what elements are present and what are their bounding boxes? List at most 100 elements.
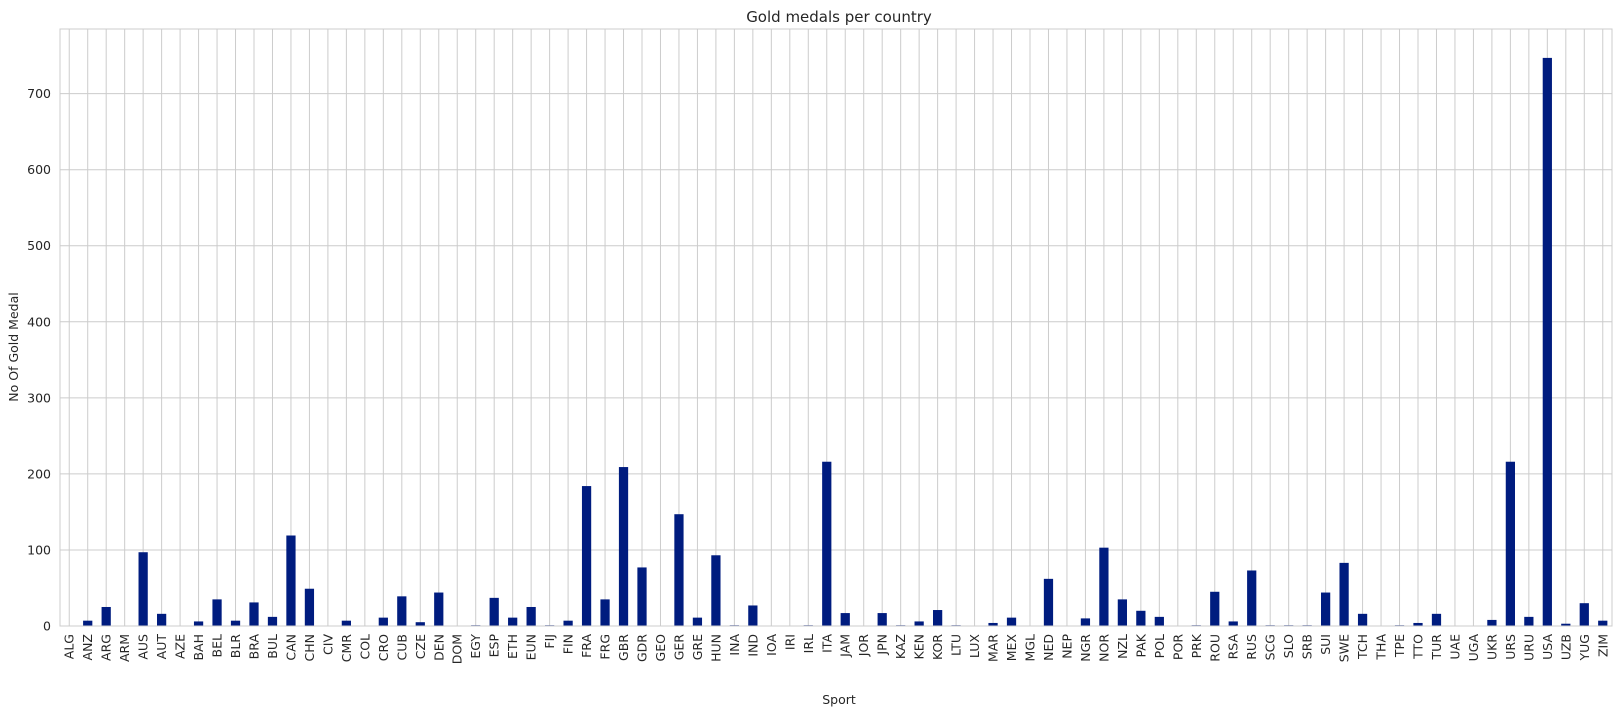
x-tick-label: ROU xyxy=(1207,634,1222,662)
x-tick-label: BAH xyxy=(191,634,206,661)
x-tick-label: MAR xyxy=(986,634,1001,662)
x-tick-label: SRB xyxy=(1300,634,1315,659)
x-tick-label: NGR xyxy=(1078,634,1093,662)
x-tick-label: CUB xyxy=(394,634,409,660)
x-tick-label: ITA xyxy=(819,634,834,653)
bar-aut xyxy=(157,613,167,626)
x-tick-label: GRE xyxy=(690,634,705,660)
bar-fra xyxy=(581,486,592,626)
x-tick-label: PRK xyxy=(1189,633,1204,658)
x-tick-label: SCG xyxy=(1263,634,1278,660)
x-tick-label: ZIM xyxy=(1595,634,1610,657)
x-tick-label: SLO xyxy=(1281,634,1296,658)
x-tick-label: USA xyxy=(1540,634,1555,660)
bar-aus xyxy=(138,552,148,626)
bar-cze xyxy=(415,622,425,626)
x-tick-label: DOM xyxy=(450,634,465,664)
bar-blr xyxy=(230,620,241,626)
bar-ngr xyxy=(1080,618,1091,626)
x-tick-label: JOR xyxy=(856,634,871,658)
bars-layer xyxy=(83,57,1608,627)
plot-frame xyxy=(59,28,1613,627)
x-tick-label: ETH xyxy=(505,634,520,659)
x-tick-label: IOA xyxy=(764,634,779,656)
x-tick-label: GEO xyxy=(653,634,668,662)
x-tick-label: KOR xyxy=(930,634,945,660)
x-tick-label: ANZ xyxy=(80,634,95,660)
bar-ita xyxy=(822,461,832,626)
y-axis-label: No Of Gold Medal xyxy=(6,292,21,401)
x-tick-label: PAK xyxy=(1133,633,1148,657)
x-tick-label: JPN xyxy=(875,634,890,656)
bar-usa xyxy=(1542,57,1552,627)
bar-uru xyxy=(1524,616,1534,626)
x-tick-label: LUX xyxy=(967,634,982,658)
x-tick-label: FIJ xyxy=(542,634,557,649)
x-tick-label: IRI xyxy=(782,634,797,650)
x-tick-label: TCH xyxy=(1355,634,1370,660)
x-tick-label: RSA xyxy=(1226,634,1241,660)
x-tick-label: TPE xyxy=(1392,634,1407,658)
x-tick-label: YUG xyxy=(1577,634,1592,661)
bar-eth xyxy=(508,617,518,626)
bar-chn xyxy=(304,588,315,626)
bar-yug xyxy=(1579,603,1589,626)
x-tick-label: TUR xyxy=(1429,634,1444,661)
x-tick-label: ESP xyxy=(487,634,502,658)
bar-bah xyxy=(193,621,204,626)
x-tick-label: GER xyxy=(671,634,686,661)
y-tick-label: 700 xyxy=(27,86,51,101)
bar-uzb xyxy=(1561,623,1571,626)
x-tick-label: AZE xyxy=(173,634,188,659)
bar-esp xyxy=(489,597,499,626)
bar-nzl xyxy=(1117,599,1127,626)
x-tick-label: GDR xyxy=(635,634,650,662)
x-tick-label: INA xyxy=(727,634,742,656)
x-tick-label: URS xyxy=(1503,634,1518,660)
x-tick-label: TTO xyxy=(1411,634,1426,660)
x-tick-label: SWE xyxy=(1337,634,1352,662)
bar-bul xyxy=(267,616,278,626)
x-tick-label: CIV xyxy=(320,634,335,655)
x-tick-label: KEN xyxy=(912,634,927,659)
x-tick-label: AUS xyxy=(136,634,151,660)
x-tick-label: JAM xyxy=(838,634,853,658)
bar-ger xyxy=(674,514,684,626)
x-tick-label: UAE xyxy=(1447,634,1462,660)
bar-ken xyxy=(914,621,924,626)
bar-gdr xyxy=(637,567,647,626)
bar-bel xyxy=(212,599,222,626)
bar-arg xyxy=(101,606,111,626)
x-tick-label: NED xyxy=(1041,634,1056,661)
bar-tur xyxy=(1431,613,1442,626)
bar-eun xyxy=(526,606,536,626)
bar-fin xyxy=(563,620,573,626)
bar-jpn xyxy=(877,613,887,626)
bar-cmr xyxy=(341,620,351,626)
x-tick-labels: ALG ANZ ARG ARM AUS AUT AZE BAH BEL BLR BRA BUL CAN C… xyxy=(62,633,1611,664)
x-tick-label: BEL xyxy=(210,634,225,657)
x-tick-label: LTU xyxy=(949,634,964,656)
bar-mex xyxy=(1006,617,1017,626)
y-tick-label: 400 xyxy=(27,314,51,329)
bar-frg xyxy=(600,599,610,626)
x-tick-label: ARG xyxy=(99,634,114,661)
x-tick-label: FIN xyxy=(561,634,576,654)
x-tick-label: COL xyxy=(357,634,372,660)
bar-cro xyxy=(378,617,388,626)
x-tick-label: POL xyxy=(1152,634,1167,658)
y-tick-label: 600 xyxy=(27,162,51,177)
x-tick-label: CZE xyxy=(413,634,428,659)
x-tick-label: UZB xyxy=(1558,634,1573,660)
x-tick-label: UGA xyxy=(1466,634,1481,662)
bar-zim xyxy=(1598,620,1608,626)
x-tick-label: MEX xyxy=(1004,634,1019,662)
bar-rus xyxy=(1247,570,1257,626)
x-tick-label: CAN xyxy=(283,634,298,661)
y-tick-label: 300 xyxy=(27,390,51,405)
bar-rou xyxy=(1210,591,1220,626)
x-tick-label: EGY xyxy=(468,634,483,659)
x-tick-label: FRA xyxy=(579,634,594,658)
